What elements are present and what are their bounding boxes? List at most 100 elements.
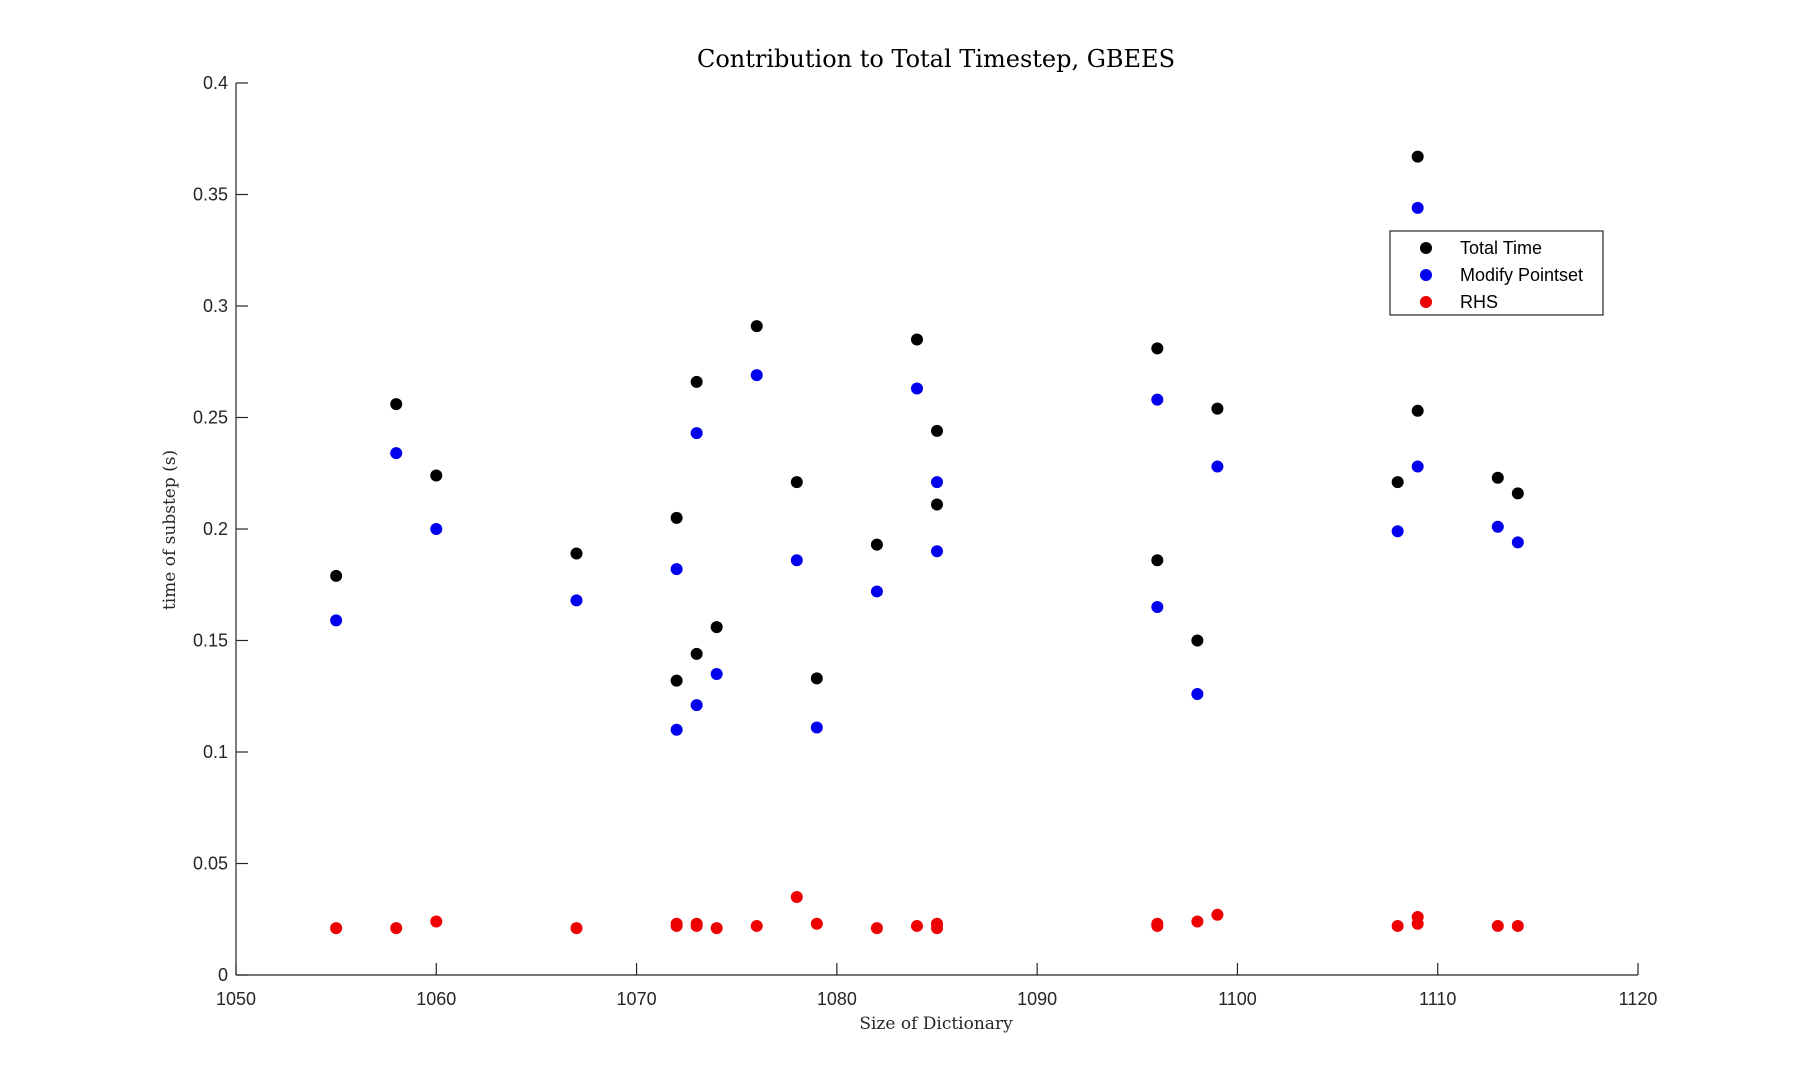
x-tick-label: 1120 (1619, 989, 1658, 1009)
legend-label: Total Time (1460, 238, 1542, 258)
x-axis-label: Size of Dictionary (859, 1014, 1013, 1034)
x-tick-label: 1080 (817, 989, 857, 1009)
data-point (690, 375, 703, 388)
data-point (1391, 919, 1404, 932)
x-axis-ticks: 1050 1060 1070 1080 1090 1100 1110 1120 (216, 963, 1657, 1009)
data-point (670, 563, 683, 576)
y-tick-label: 0.3 (203, 296, 228, 316)
data-point (710, 922, 723, 935)
data-point (1511, 919, 1524, 932)
data-point (670, 723, 683, 736)
data-points (330, 150, 1524, 935)
data-point (750, 320, 763, 333)
data-point (670, 674, 683, 687)
data-point (1411, 404, 1424, 417)
data-point (1191, 915, 1204, 928)
data-point (1391, 476, 1404, 489)
data-point (1151, 554, 1164, 567)
data-point (330, 614, 343, 627)
data-point (390, 447, 403, 460)
data-point (1511, 487, 1524, 500)
data-point (910, 919, 923, 932)
data-point (810, 672, 823, 685)
data-point (690, 647, 703, 660)
data-point (330, 922, 343, 935)
chart-title: Contribution to Total Timestep, GBEES (697, 45, 1175, 73)
data-point (710, 621, 723, 634)
data-point (1411, 460, 1424, 473)
data-point (810, 721, 823, 734)
y-tick-label: 0.1 (203, 742, 228, 762)
data-point (931, 424, 943, 437)
x-tick-label: 1090 (1017, 989, 1057, 1009)
data-point (570, 547, 583, 560)
series-rhs (330, 890, 1524, 935)
data-point (1211, 460, 1224, 473)
y-axis-label: time of substep (s) (160, 450, 180, 610)
data-point (1191, 688, 1204, 701)
data-point (710, 667, 723, 680)
y-tick-label: 0.05 (193, 854, 228, 874)
x-tick-label: 1060 (416, 989, 456, 1009)
data-point (690, 699, 703, 712)
y-tick-label: 0.15 (193, 631, 228, 651)
data-point (570, 922, 583, 935)
data-point (790, 890, 803, 903)
data-point (810, 917, 823, 930)
data-point (931, 922, 943, 935)
data-point (1491, 919, 1504, 932)
y-tick-label: 0.2 (203, 519, 228, 539)
data-point (1411, 150, 1424, 163)
data-point (330, 569, 343, 582)
legend-label: Modify Pointset (1460, 265, 1583, 285)
data-point (910, 382, 923, 395)
x-tick-label: 1100 (1218, 989, 1257, 1009)
data-point (1211, 908, 1224, 921)
data-point (430, 523, 443, 535)
data-point (390, 922, 403, 935)
data-point (1151, 601, 1164, 614)
data-point (750, 919, 763, 932)
data-point (931, 545, 943, 558)
data-point (1391, 525, 1404, 538)
legend: Total Time Modify Pointset RHS (1389, 230, 1604, 316)
data-point (931, 498, 943, 511)
y-tick-label: 0.25 (193, 408, 228, 428)
legend-marker (1420, 242, 1432, 254)
y-tick-label: 0 (218, 965, 228, 985)
x-tick-label: 1110 (1419, 989, 1456, 1009)
axes (235, 83, 1638, 976)
data-point (690, 919, 703, 932)
data-point (910, 333, 923, 346)
data-point (690, 427, 703, 440)
legend-label: RHS (1460, 292, 1498, 312)
data-point (430, 915, 443, 928)
data-point (1411, 201, 1424, 214)
data-point (790, 476, 803, 489)
y-tick-label: 0.35 (193, 185, 228, 205)
x-tick-label: 1050 (216, 989, 256, 1009)
y-axis-ticks: 0 0.05 0.1 0.15 0.2 0.25 0.3 0.35 0.4 (193, 73, 248, 985)
data-point (1491, 520, 1504, 533)
x-tick-label: 1070 (617, 989, 657, 1009)
data-point (750, 369, 763, 382)
data-point (1511, 536, 1524, 549)
series-total-time (330, 150, 1524, 687)
legend-marker (1420, 269, 1432, 281)
series-modify-pointset (330, 201, 1524, 736)
data-point (1151, 919, 1164, 932)
y-tick-label: 0.4 (203, 73, 228, 93)
data-point (790, 554, 803, 567)
data-point (1211, 402, 1224, 415)
data-point (1151, 393, 1164, 406)
data-point (430, 469, 443, 482)
data-point (1151, 342, 1164, 355)
data-point (390, 398, 403, 411)
data-point (1411, 917, 1424, 930)
data-point (670, 917, 683, 930)
legend-marker (1420, 296, 1432, 308)
data-point (1491, 471, 1504, 484)
data-point (870, 585, 883, 598)
data-point (570, 594, 583, 607)
